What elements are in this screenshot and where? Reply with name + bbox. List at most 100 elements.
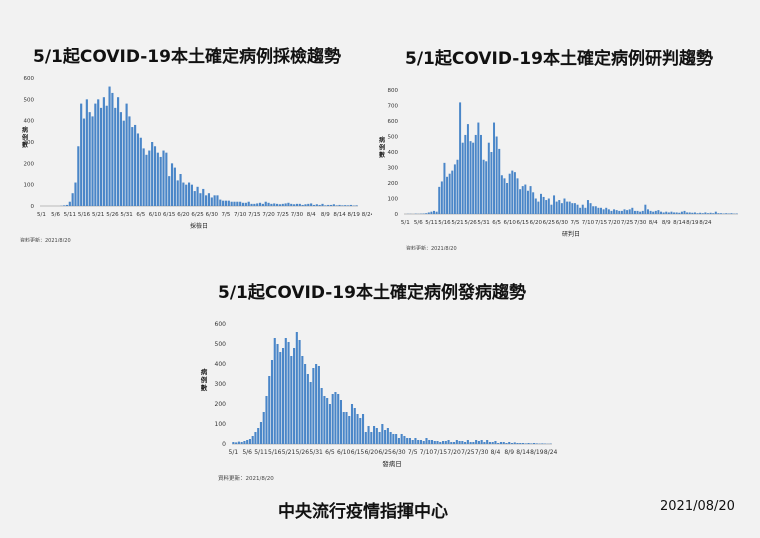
bar	[128, 116, 131, 206]
x-tick-label: 6/5	[492, 220, 501, 226]
bar	[281, 348, 285, 444]
bar	[618, 210, 621, 214]
bar	[159, 156, 162, 206]
testing-chart: 0 100 200 300 400 500 600 5/1 5/6 5/11 5/16 5/21 5/2…	[20, 76, 372, 242]
x-tick-label: 6/20	[365, 449, 379, 456]
bar	[499, 442, 503, 444]
x-tick-label: 6/15	[351, 449, 365, 456]
bar	[479, 134, 482, 214]
x-tick-label: 8/9	[662, 220, 671, 226]
bar	[639, 211, 642, 214]
x-tick-label: 8/19	[686, 220, 699, 226]
bar	[239, 201, 242, 206]
bar	[541, 443, 544, 444]
bar	[720, 213, 723, 214]
bar	[589, 203, 592, 214]
y-tick-label: 200	[215, 401, 227, 408]
bar	[436, 441, 439, 444]
x-tick-label: 7/30	[634, 220, 647, 226]
bar	[261, 203, 264, 206]
bar	[97, 99, 100, 206]
bar	[287, 202, 290, 206]
bar	[77, 146, 80, 206]
x-tick-label: 5/1	[229, 449, 239, 456]
y-tick-label: 400	[24, 119, 35, 125]
x-tick-label: 5/21	[92, 212, 104, 218]
x-tick-label: 5/16	[438, 220, 451, 226]
bar	[513, 442, 516, 444]
bar	[207, 193, 211, 206]
bar	[99, 107, 103, 206]
bar	[691, 212, 694, 214]
bar	[182, 182, 185, 206]
bar	[602, 209, 605, 214]
bar	[397, 438, 400, 444]
bar	[704, 212, 707, 214]
bar	[693, 212, 696, 214]
bar	[247, 201, 250, 206]
bar	[378, 432, 381, 444]
x-tick-label: 5/31	[309, 449, 323, 456]
y-tick-label: 0	[395, 212, 399, 218]
bar	[341, 205, 344, 206]
bar	[125, 103, 128, 206]
bar	[581, 204, 584, 214]
x-tick-label: 8/24	[362, 212, 372, 218]
bar	[403, 436, 406, 444]
x-tick-label: 8/9	[321, 212, 330, 218]
bar	[586, 200, 589, 214]
bar	[486, 440, 489, 444]
data-update-note: 資料更新：2021/8/20	[20, 237, 71, 242]
bar	[323, 396, 326, 444]
bar	[80, 103, 83, 206]
bar	[610, 210, 613, 214]
bar	[375, 428, 378, 444]
bar	[381, 424, 384, 444]
bar	[179, 174, 182, 206]
bar	[370, 432, 373, 444]
bar	[487, 142, 490, 214]
bar	[236, 201, 239, 206]
x-tick-label: 7/5	[222, 212, 231, 218]
bar	[594, 206, 597, 214]
bar	[652, 211, 655, 214]
y-tick-label: 0	[31, 204, 35, 210]
onset-chart-title: 5/1起COVID-19本土確定病例發病趨勢	[218, 283, 526, 303]
bar	[696, 213, 699, 214]
x-tick-label: 5/26	[296, 449, 310, 456]
bar	[168, 176, 171, 206]
bar	[373, 426, 376, 444]
y-tick-label: 600	[388, 119, 399, 125]
x-tick-label: 8/4	[307, 212, 316, 218]
bar	[114, 107, 117, 206]
bar	[469, 141, 472, 214]
bar	[219, 199, 222, 206]
bar	[301, 204, 304, 206]
bar	[521, 186, 524, 214]
bar	[170, 163, 174, 206]
bar	[276, 344, 279, 444]
bar	[477, 441, 480, 444]
x-tick-label: 7/15	[434, 449, 448, 456]
x-tick-label: 7/5	[408, 449, 418, 456]
bar	[560, 203, 563, 214]
bar	[450, 442, 453, 444]
bar	[506, 183, 509, 214]
x-tick-label: 5/6	[51, 212, 60, 218]
data-update-note: 資料更新：2021/8/20	[218, 474, 274, 482]
bar	[433, 441, 436, 444]
y-tick-label: 200	[24, 161, 35, 167]
bar	[529, 186, 532, 214]
bar	[494, 441, 497, 444]
bar	[675, 212, 678, 214]
bar	[321, 203, 324, 206]
x-tick-label: 5/26	[464, 220, 477, 226]
bar	[254, 432, 257, 444]
bar	[605, 207, 608, 214]
bar	[279, 352, 282, 444]
bar	[571, 203, 574, 214]
bar	[241, 202, 245, 206]
bar	[108, 86, 111, 206]
bar	[142, 148, 145, 206]
bar	[631, 207, 634, 214]
